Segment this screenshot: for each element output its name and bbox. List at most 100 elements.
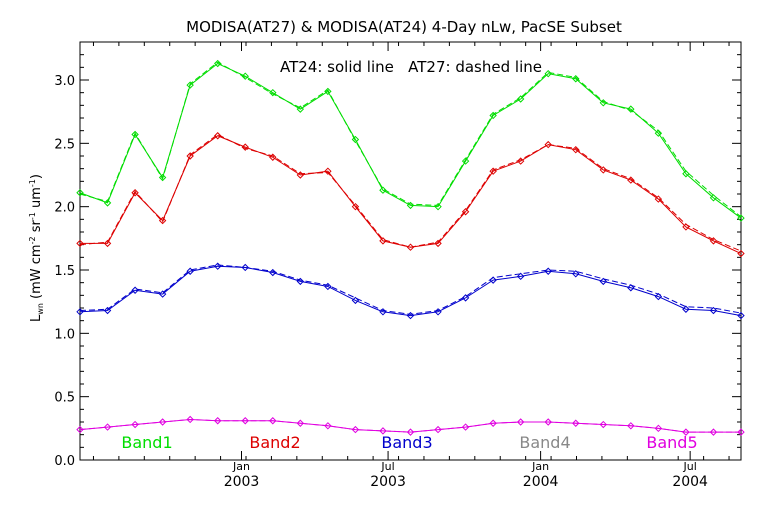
series-point-band1 [241, 72, 249, 80]
series-point-band2 [434, 239, 442, 248]
series-point-band5 [682, 428, 690, 436]
x-tick-year: 2003 [370, 474, 406, 490]
series-point-band3 [599, 277, 607, 286]
y-axis-label: Lwn (mW cm-2 sr-1 um-1) [28, 174, 45, 322]
legend-entry-band3: Band3 [381, 433, 432, 452]
series-point-band5 [461, 423, 470, 431]
series-point-band3 [434, 308, 442, 316]
series-line-solid-band2 [80, 135, 742, 254]
series-point-band1 [489, 111, 497, 120]
y-axis-label-sub: wn [36, 303, 45, 315]
series-point-band3 [682, 305, 690, 313]
legend-entry-band1: Band1 [121, 433, 172, 452]
series-point-band2 [186, 152, 194, 160]
plot-frame [79, 41, 742, 461]
series-point-band5 [544, 418, 552, 426]
series-point-band2 [76, 239, 84, 248]
x-tick-month: Jan [232, 460, 250, 473]
series-point-band3 [461, 294, 470, 302]
series-point-band3 [103, 306, 112, 315]
series-line-solid-band1 [79, 62, 742, 219]
series-point-band1 [76, 189, 84, 197]
y-tick-label: 0.5 [54, 391, 75, 406]
series-point-band5 [186, 415, 194, 424]
y-axis-label-um: um [29, 187, 44, 208]
series-point-band2 [599, 166, 607, 174]
series-point-band1 [627, 105, 635, 113]
series-point-band3 [76, 308, 84, 316]
series-point-band5 [214, 417, 222, 425]
series-point-band2 [103, 239, 112, 248]
series-point-band5 [654, 424, 663, 433]
series-point-band5 [709, 428, 718, 436]
series-point-band1 [158, 173, 167, 182]
series-point-band3 [544, 267, 552, 275]
series-point-band2 [351, 202, 360, 211]
series-point-band1 [103, 199, 112, 207]
legend-entry-band5: Band5 [646, 433, 697, 452]
series-point-band1 [214, 59, 222, 68]
series-point-band2 [406, 243, 415, 251]
y-axis-label-main: L [29, 314, 44, 322]
series-point-band2 [737, 249, 745, 258]
series-point-band5 [131, 420, 139, 429]
y-axis-label-close: ) [29, 174, 44, 179]
series-line-dashed-band3 [79, 264, 742, 315]
series-line-dashed-band5 [79, 418, 741, 433]
series-point-band3 [186, 267, 194, 275]
series-point-band5 [572, 419, 580, 427]
series-point-band5 [737, 428, 745, 436]
series-point-band2 [627, 176, 635, 184]
series-point-band3 [351, 296, 360, 305]
series-line-dashed-band2 [79, 133, 742, 252]
series-point-band5 [269, 417, 277, 425]
series-point-band2 [461, 208, 470, 216]
series-point-band2 [296, 171, 305, 179]
svg-text:Lwn (mW cm-2 sr-1 um-1): Lwn (mW cm-2 sr-1 um-1) [28, 174, 45, 322]
x-tick-year: 2004 [672, 474, 708, 490]
y-tick-label: 1.5 [54, 264, 75, 279]
series-point-band3 [489, 276, 497, 284]
y-tick-label: 3.0 [54, 74, 75, 89]
series-point-band5 [324, 422, 332, 430]
series-point-band3 [269, 268, 277, 277]
series-point-band1 [324, 87, 332, 96]
series-point-band5 [516, 418, 525, 426]
series-point-band3 [131, 286, 139, 294]
series-point-band1 [434, 202, 442, 211]
axes: 0.00.51.01.52.02.53.0Jan2003Jul2003Jan20… [54, 42, 741, 490]
series-point-band3 [709, 306, 718, 315]
line-style-annotation: AT24: solid line AT27: dashed line [280, 58, 542, 76]
series-point-band5 [103, 423, 112, 431]
series-point-band2 [544, 140, 552, 149]
series-point-band5 [489, 419, 497, 427]
x-tick-year: 2003 [224, 474, 260, 490]
y-axis-label-exp2: -1 [28, 212, 37, 220]
x-tick-month: Jan [531, 460, 549, 473]
series-point-band2 [709, 237, 718, 245]
series-point-band1 [186, 81, 194, 89]
series-point-band3 [406, 311, 415, 320]
series-line-solid-band5 [79, 418, 741, 433]
y-tick-label: 0.0 [54, 454, 75, 469]
series-point-band2 [324, 167, 332, 175]
series-point-band3 [214, 262, 222, 270]
y-axis-label-units: (mW cm [29, 244, 44, 299]
series-point-band3 [324, 282, 332, 291]
series-point-band2 [489, 167, 497, 175]
series-point-band3 [627, 284, 635, 292]
series-point-band5 [379, 427, 387, 435]
series-point-band5 [406, 428, 415, 436]
series-point-band2 [516, 157, 525, 165]
series-point-band2 [269, 153, 277, 161]
series-point-band3 [737, 311, 745, 320]
series-point-band2 [682, 223, 690, 231]
x-tick-year: 2004 [523, 474, 559, 490]
x-tick-month: Jul [380, 460, 394, 473]
series-point-band2 [654, 195, 663, 203]
series-point-band2 [158, 216, 167, 225]
series-point-band5 [434, 425, 442, 434]
series-point-band1 [572, 75, 580, 83]
series-point-band1 [709, 194, 718, 202]
